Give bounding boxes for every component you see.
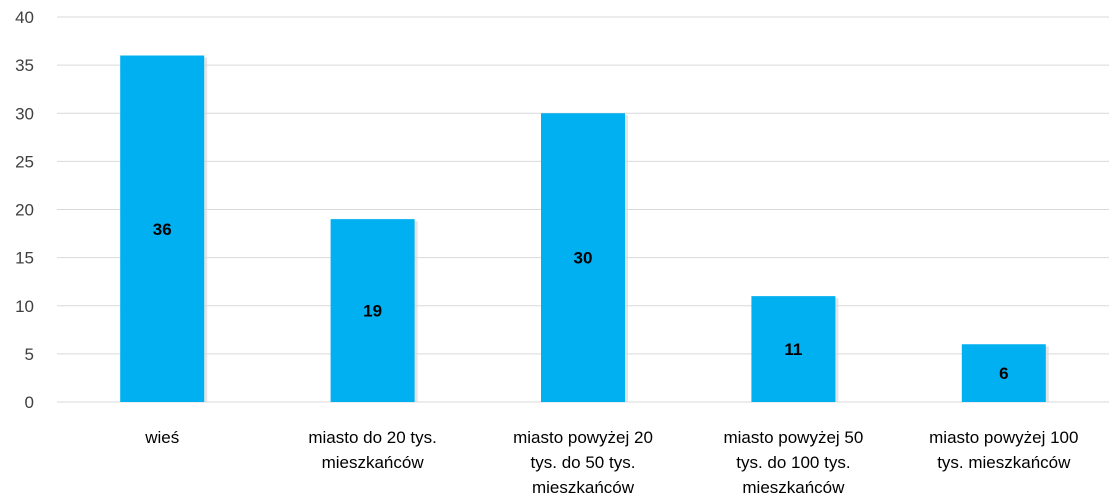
x-tick-label-line: miasto powyżej 50 bbox=[723, 428, 863, 447]
y-tick-label: 5 bbox=[25, 345, 34, 364]
y-axis: 0 5 10 15 20 25 30 35 40 bbox=[15, 8, 34, 412]
data-label: 11 bbox=[784, 340, 802, 359]
x-tick-label-line: tys. mieszkańców bbox=[937, 453, 1071, 472]
data-label: 6 bbox=[999, 364, 1008, 383]
x-tick-label-line: miasto powyżej 20 bbox=[513, 428, 653, 447]
y-tick-label: 20 bbox=[15, 201, 34, 220]
x-tick-label-line: mieszkańców bbox=[322, 453, 425, 472]
x-tick-label: wieś bbox=[144, 428, 179, 447]
bar bbox=[961, 344, 1046, 402]
y-tick-label: 10 bbox=[15, 297, 34, 316]
y-tick-label: 0 bbox=[25, 393, 34, 412]
x-tick-label: miasto powyżej 50 tys. do 100 tys. mieszka… bbox=[723, 428, 863, 497]
bar bbox=[120, 55, 205, 402]
x-tick-label-line: tys. do 50 tys. bbox=[531, 453, 636, 472]
y-tick-label: 25 bbox=[15, 152, 34, 171]
x-tick-label: miasto powyżej 20 tys. do 50 tys. mieszkań… bbox=[513, 428, 653, 497]
bar bbox=[751, 296, 836, 402]
y-tick-label: 30 bbox=[15, 104, 34, 123]
bars bbox=[120, 55, 1049, 402]
y-tick-label: 35 bbox=[15, 56, 34, 75]
x-tick-label-line: wieś bbox=[144, 428, 179, 447]
x-tick-label-line: miasto do 20 tys. bbox=[308, 428, 437, 447]
bar bbox=[541, 113, 625, 402]
x-tick-label: miasto do 20 tys. mieszkańców bbox=[308, 428, 437, 472]
data-labels: 36 19 30 11 6 bbox=[153, 220, 1009, 383]
x-tick-label-line: tys. do 100 tys. bbox=[736, 453, 850, 472]
x-tick-label-line: mieszkańców bbox=[532, 478, 635, 497]
data-label: 36 bbox=[153, 220, 172, 239]
x-tick-label: miasto powyżej 100 tys. mieszkańców bbox=[929, 428, 1078, 472]
y-tick-label: 40 bbox=[15, 8, 34, 27]
data-label: 19 bbox=[363, 302, 382, 321]
x-tick-label-line: mieszkańców bbox=[742, 478, 845, 497]
x-tick-label-line: miasto powyżej 100 bbox=[929, 428, 1078, 447]
bar bbox=[330, 219, 415, 402]
y-tick-label: 15 bbox=[15, 249, 34, 268]
data-label: 30 bbox=[574, 249, 593, 268]
